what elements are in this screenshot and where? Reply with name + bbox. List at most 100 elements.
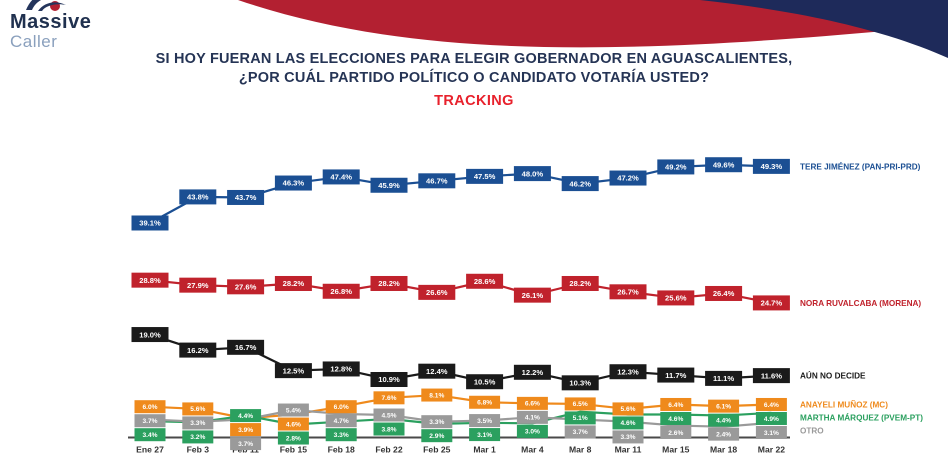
data-label-box-nora-ruvalcaba-morena — [657, 290, 695, 306]
legend-anayeli-mu-oz-mc: ANAYELI MUÑOZ (MC) — [800, 399, 888, 409]
data-label-a-n-no-decide-feb-11: 16.7% — [235, 343, 257, 352]
data-label-tere-jim-nez-pan-pri-prd-mar-15: 49.2% — [665, 163, 687, 172]
data-label-box-martha-m-rquez-pvem-pt — [755, 411, 787, 425]
data-label-martha-m-rquez-pvem-pt-mar-22: 4.9% — [764, 416, 779, 423]
data-label-martha-m-rquez-pvem-pt-feb-25: 2.9% — [429, 433, 444, 440]
data-label-a-n-no-decide-feb-25: 12.4% — [426, 367, 448, 376]
data-label-martha-m-rquez-pvem-pt-mar-11: 4.6% — [620, 420, 635, 427]
data-label-box-nora-ruvalcaba-morena — [227, 279, 265, 295]
data-label-box-martha-m-rquez-pvem-pt — [469, 428, 501, 442]
data-label-nora-ruvalcaba-morena-feb-18: 26.8% — [330, 287, 352, 296]
data-label-a-n-no-decide-mar-11: 12.3% — [617, 367, 639, 376]
legend-tere-jim-nez-pan-pri-prd: TERE JIMÉNEZ (PAN-PRI-PRD) — [800, 161, 921, 171]
data-label-box-otro — [516, 410, 548, 424]
data-label-nora-ruvalcaba-morena-mar-8: 28.2% — [569, 279, 591, 288]
data-label-box-anayeli-mu-oz-mc — [516, 396, 548, 410]
data-label-box-a-n-no-decide — [705, 370, 743, 386]
data-label-box-tere-jim-nez-pan-pri-prd — [752, 158, 790, 174]
data-label-otro-feb-18: 4.7% — [334, 418, 349, 425]
data-label-a-n-no-decide-mar-15: 11.7% — [665, 371, 686, 380]
data-label-box-nora-ruvalcaba-morena — [513, 287, 551, 303]
data-label-nora-ruvalcaba-morena-feb-3: 27.9% — [187, 281, 209, 290]
x-axis-label-mar-18: Mar 18 — [710, 445, 737, 455]
data-label-martha-m-rquez-pvem-pt-ene-27: 3.4% — [142, 432, 157, 439]
logo-text-massive: Massive — [10, 11, 92, 33]
data-label-box-anayeli-mu-oz-mc — [708, 399, 740, 413]
data-label-anayeli-mu-oz-mc-feb-18: 6.0% — [334, 404, 349, 411]
data-label-box-tere-jim-nez-pan-pri-prd — [227, 189, 265, 205]
data-label-a-n-no-decide-feb-18: 12.8% — [330, 365, 352, 374]
data-label-a-n-no-decide-mar-1: 10.5% — [474, 377, 496, 386]
data-label-box-tere-jim-nez-pan-pri-prd — [322, 169, 360, 185]
data-label-tere-jim-nez-pan-pri-prd-feb-15: 46.3% — [283, 179, 305, 188]
data-label-anayeli-mu-oz-mc-ene-27: 6.0% — [142, 404, 157, 411]
data-label-anayeli-mu-oz-mc-mar-15: 6.4% — [668, 402, 683, 409]
data-label-box-a-n-no-decide — [274, 363, 312, 379]
data-label-box-otro — [182, 416, 214, 430]
data-label-anayeli-mu-oz-mc-feb-3: 5.6% — [190, 406, 205, 413]
data-label-tere-jim-nez-pan-pri-prd-mar-18: 49.6% — [713, 160, 735, 169]
data-label-box-anayeli-mu-oz-mc — [421, 388, 453, 402]
data-label-box-tere-jim-nez-pan-pri-prd — [657, 159, 695, 175]
data-label-box-a-n-no-decide — [418, 363, 456, 379]
data-label-box-anayeli-mu-oz-mc — [660, 397, 692, 411]
data-label-box-otro — [134, 414, 166, 428]
x-axis-label-feb-18: Feb 18 — [328, 445, 355, 455]
data-label-box-otro — [230, 437, 262, 451]
data-label-martha-m-rquez-pvem-pt-mar-8: 5.1% — [573, 415, 588, 422]
data-label-anayeli-mu-oz-mc-mar-4: 6.6% — [525, 401, 540, 408]
data-label-nora-ruvalcaba-morena-mar-11: 26.7% — [617, 288, 639, 297]
data-label-anayeli-mu-oz-mc-mar-11: 5.6% — [620, 406, 635, 413]
data-label-box-anayeli-mu-oz-mc — [325, 400, 357, 414]
data-label-tere-jim-nez-pan-pri-prd-mar-11: 47.2% — [617, 174, 639, 183]
data-label-martha-m-rquez-pvem-pt-feb-15: 2.8% — [286, 435, 301, 442]
question-title-line2: ¿POR CUÁL PARTIDO POLÍTICO O CANDIDATO V… — [238, 70, 710, 86]
data-label-box-nora-ruvalcaba-morena — [322, 283, 360, 299]
data-label-box-martha-m-rquez-pvem-pt — [134, 428, 166, 442]
data-label-tere-jim-nez-pan-pri-prd-feb-18: 47.4% — [330, 173, 352, 182]
x-axis-label-feb-22: Feb 22 — [375, 445, 402, 455]
data-label-nora-ruvalcaba-morena-mar-4: 26.1% — [522, 291, 544, 300]
data-label-anayeli-mu-oz-mc-mar-18: 6.1% — [716, 403, 731, 410]
data-label-otro-ene-27: 3.7% — [142, 418, 157, 425]
legend-nora-ruvalcaba-morena: NORA RUVALCABA (MORENA) — [800, 299, 921, 308]
data-label-box-tere-jim-nez-pan-pri-prd — [131, 215, 169, 231]
data-label-nora-ruvalcaba-morena-feb-11: 27.6% — [235, 283, 257, 292]
x-axis-label-mar-22: Mar 22 — [758, 445, 785, 455]
data-label-a-n-no-decide-feb-15: 12.5% — [283, 366, 305, 375]
data-label-nora-ruvalcaba-morena-mar-18: 26.4% — [713, 289, 735, 298]
data-label-otro-mar-18: 2.4% — [716, 431, 731, 438]
legend-martha-m-rquez-pvem-pt: MARTHA MÁRQUEZ (PVEM-PT) — [800, 412, 923, 422]
data-label-tere-jim-nez-pan-pri-prd-ene-27: 39.1% — [139, 219, 161, 228]
data-label-box-anayeli-mu-oz-mc — [277, 417, 309, 431]
data-label-box-anayeli-mu-oz-mc — [182, 402, 214, 416]
question-title-line1: SI HOY FUERAN LAS ELECCIONES PARA ELEGIR… — [155, 51, 793, 67]
data-label-anayeli-mu-oz-mc-feb-22: 7.6% — [381, 395, 396, 402]
data-label-box-nora-ruvalcaba-morena — [561, 275, 599, 291]
data-label-martha-m-rquez-pvem-pt-feb-18: 3.3% — [334, 432, 349, 439]
data-label-box-otro — [469, 414, 501, 428]
data-label-otro-feb-25: 3.3% — [429, 419, 444, 426]
data-label-a-n-no-decide-feb-3: 16.2% — [187, 346, 209, 355]
data-label-box-nora-ruvalcaba-morena — [466, 273, 504, 289]
data-label-martha-m-rquez-pvem-pt-mar-4: 3.0% — [525, 429, 540, 436]
massive-caller-logo: Massive Caller — [10, 0, 91, 51]
data-label-nora-ruvalcaba-morena-feb-25: 26.6% — [426, 288, 448, 297]
data-label-box-tere-jim-nez-pan-pri-prd — [561, 176, 599, 192]
data-label-tere-jim-nez-pan-pri-prd-feb-25: 46.7% — [426, 177, 448, 186]
data-label-box-otro — [708, 427, 740, 441]
data-label-a-n-no-decide-mar-4: 12.2% — [522, 368, 544, 377]
data-label-a-n-no-decide-mar-8: 10.3% — [569, 379, 591, 388]
data-label-box-tere-jim-nez-pan-pri-prd — [466, 168, 504, 184]
data-label-box-tere-jim-nez-pan-pri-prd — [705, 157, 743, 173]
data-label-box-anayeli-mu-oz-mc — [373, 391, 405, 405]
data-label-tere-jim-nez-pan-pri-prd-mar-1: 47.5% — [474, 172, 496, 181]
data-label-anayeli-mu-oz-mc-feb-15: 4.6% — [286, 421, 301, 428]
data-label-tere-jim-nez-pan-pri-prd-feb-22: 45.9% — [378, 181, 400, 190]
x-axis-label-feb-25: Feb 25 — [423, 445, 450, 455]
x-axis-label-mar-1: Mar 1 — [473, 445, 496, 455]
x-axis-label-feb-3: Feb 3 — [187, 445, 210, 455]
data-label-box-a-n-no-decide — [370, 372, 408, 388]
x-axis-label-ene-27: Ene 27 — [136, 445, 164, 455]
data-label-box-a-n-no-decide — [609, 364, 647, 380]
